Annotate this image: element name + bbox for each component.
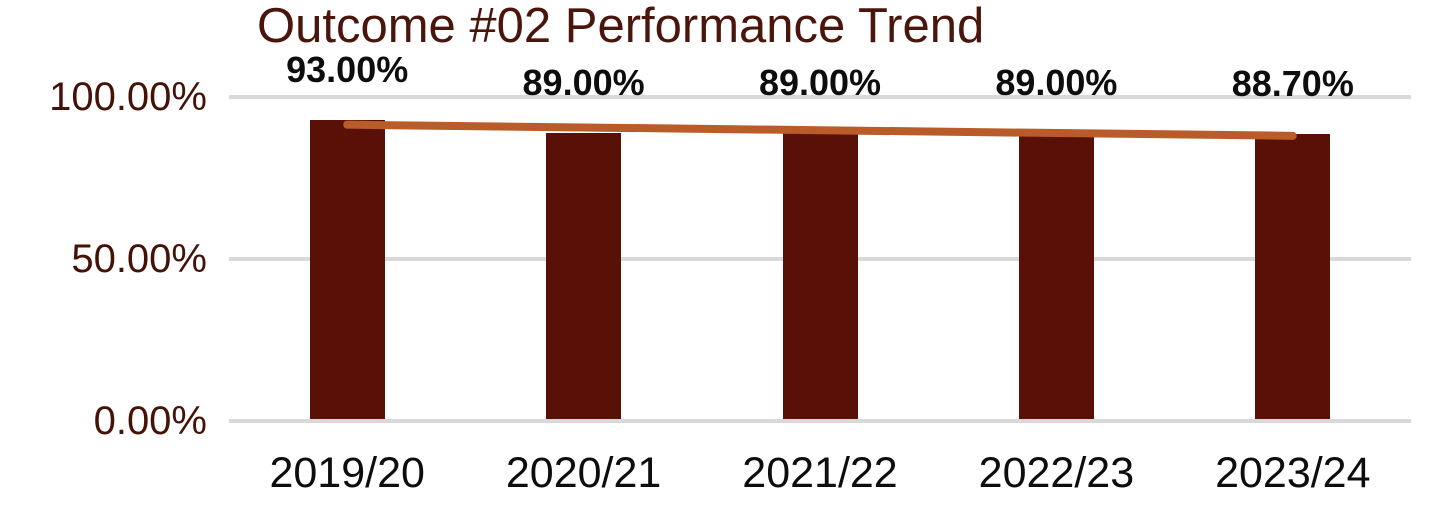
data-label: 88.70% bbox=[1231, 62, 1354, 104]
x-axis-tick-label: 2020/21 bbox=[505, 449, 662, 497]
x-axis-tick-label: 2021/22 bbox=[742, 449, 898, 497]
y-axis-tick-label: 100.00% bbox=[49, 75, 207, 119]
x-axis-tick-label: 2022/23 bbox=[978, 449, 1135, 497]
bar-2021/22 bbox=[782, 132, 858, 419]
data-label: 93.00% bbox=[286, 48, 409, 90]
x-axis-tick-label: 2023/24 bbox=[1215, 449, 1371, 497]
data-label: 89.00% bbox=[995, 61, 1118, 103]
y-axis-tick-label: 0.00% bbox=[93, 399, 207, 443]
gridline-0 bbox=[229, 419, 1411, 423]
data-label: 89.00% bbox=[522, 61, 645, 103]
data-label: 89.00% bbox=[758, 61, 882, 103]
gridline-100 bbox=[229, 95, 1411, 99]
bar-2019/20 bbox=[309, 119, 385, 419]
bar-2022/23 bbox=[1018, 132, 1094, 419]
y-axis-tick-label: 50.00% bbox=[71, 237, 207, 281]
bar-2020/21 bbox=[546, 132, 622, 419]
bar-2023/24 bbox=[1255, 133, 1331, 419]
x-axis-tick-label: 2019/20 bbox=[269, 449, 425, 497]
chart-title: Outcome #02 Performance Trend bbox=[257, 0, 985, 53]
